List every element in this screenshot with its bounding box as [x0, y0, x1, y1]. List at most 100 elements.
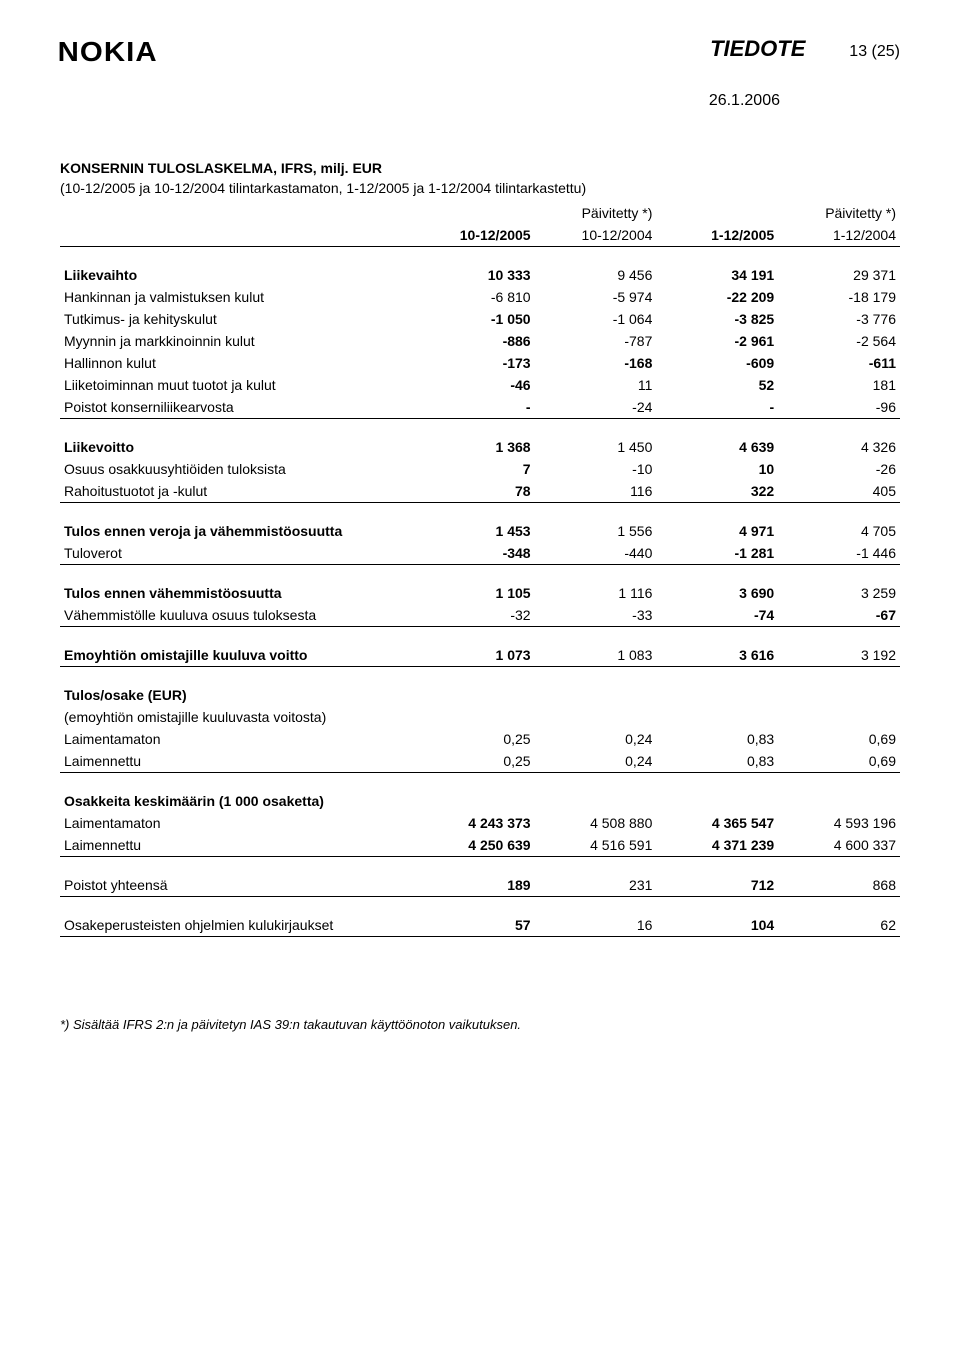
cell: -24	[535, 396, 657, 419]
table-row: Tulos ennen veroja ja vähemmistöosuutta1…	[60, 503, 900, 543]
cell: 0,69	[778, 750, 900, 773]
table-row: Osakkeita keskimäärin (1 000 osaketta)	[60, 773, 900, 813]
table-row: Vähemmistölle kuuluva osuus tuloksesta-3…	[60, 604, 900, 627]
cell: 9 456	[535, 247, 657, 287]
row-label: Rahoitustuotot ja -kulut	[60, 480, 413, 503]
cell: -10	[535, 458, 657, 480]
cell: 1 450	[535, 419, 657, 459]
cell: 0,25	[413, 750, 535, 773]
row-label: Vähemmistölle kuuluva osuus tuloksesta	[60, 604, 413, 627]
cell: 1 368	[413, 419, 535, 459]
column-header-row-2: 10-12/2005 10-12/2004 1-12/2005 1-12/200…	[60, 224, 900, 247]
table-row: Tutkimus- ja kehityskulut-1 050-1 064-3 …	[60, 308, 900, 330]
column-header-row-1: Päivitetty *) Päivitetty *)	[60, 202, 900, 224]
cell: -1 050	[413, 308, 535, 330]
cell: 1 083	[535, 627, 657, 667]
cell: -67	[778, 604, 900, 627]
row-label: Tulos ennen vähemmistöosuutta	[60, 565, 413, 605]
cell: -74	[656, 604, 778, 627]
table-row: Osuus osakkuusyhtiöiden tuloksista7-1010…	[60, 458, 900, 480]
cell: -5 974	[535, 286, 657, 308]
col-header: 10-12/2004	[535, 224, 657, 247]
cell: 3 192	[778, 627, 900, 667]
row-label: Hankinnan ja valmistuksen kulut	[60, 286, 413, 308]
cell: -	[413, 396, 535, 419]
cell: 3 259	[778, 565, 900, 605]
cell: 1 453	[413, 503, 535, 543]
cell: 405	[778, 480, 900, 503]
cell: 181	[778, 374, 900, 396]
row-label: Laimennettu	[60, 834, 413, 857]
table-row: Liikevoitto1 3681 4504 6394 326	[60, 419, 900, 459]
col-header: 10-12/2005	[413, 224, 535, 247]
col-header: Päivitetty *)	[535, 202, 657, 224]
row-label: Laimentamaton	[60, 728, 413, 750]
table-row: Laimentamaton 4 243 373 4 508 880 4 365 …	[60, 812, 900, 834]
row-label: Liiketoiminnan muut tuotot ja kulut	[60, 374, 413, 396]
cell: 52	[656, 374, 778, 396]
cell: -348	[413, 542, 535, 565]
cell: -2 961	[656, 330, 778, 352]
page-header: NOKIA TIEDOTE 13 (25) 26.1.2006	[60, 36, 900, 110]
shares-heading: Osakkeita keskimäärin (1 000 osaketta)	[60, 773, 413, 813]
cell: 0,24	[535, 750, 657, 773]
cell: 7	[413, 458, 535, 480]
row-label: Osakeperusteisten ohjelmien kulukirjauks…	[60, 897, 413, 937]
cell: 868	[778, 857, 900, 897]
nokia-logo: NOKIA	[58, 36, 158, 68]
cell: -2 564	[778, 330, 900, 352]
row-label: Poistot yhteensä	[60, 857, 413, 897]
row-label: Tuloverot	[60, 542, 413, 565]
cell: -18 179	[778, 286, 900, 308]
cell: 0,24	[535, 728, 657, 750]
cell: 4 705	[778, 503, 900, 543]
cell: 0,83	[656, 750, 778, 773]
cell: -3 825	[656, 308, 778, 330]
cell: 4 508 880	[535, 812, 657, 834]
cell: 3 690	[656, 565, 778, 605]
cell: -1 446	[778, 542, 900, 565]
cell: 231	[535, 857, 657, 897]
income-statement-table: Päivitetty *) Päivitetty *) 10-12/2005 1…	[60, 202, 900, 937]
cell: 322	[656, 480, 778, 503]
eps-heading: Tulos/osake (EUR)	[60, 667, 413, 707]
row-label: Hallinnon kulut	[60, 352, 413, 374]
table-row: Liikevaihto10 3339 45634 19129 371	[60, 247, 900, 287]
cell: -32	[413, 604, 535, 627]
cell: 78	[413, 480, 535, 503]
row-label: Poistot konserniliikearvosta	[60, 396, 413, 419]
row-label: Emoyhtiön omistajille kuuluva voitto	[60, 627, 413, 667]
cell: 116	[535, 480, 657, 503]
cell: 4 371 239	[656, 834, 778, 857]
row-label: Osuus osakkuusyhtiöiden tuloksista	[60, 458, 413, 480]
cell: 34 191	[656, 247, 778, 287]
table-row: Hallinnon kulut-173-168-609-611	[60, 352, 900, 374]
cell: -609	[656, 352, 778, 374]
cell: 1 073	[413, 627, 535, 667]
row-label: Laimentamaton	[60, 812, 413, 834]
cell: 16	[535, 897, 657, 937]
cell: 1 556	[535, 503, 657, 543]
table-row: Poistot yhteensä 189 231 712 868	[60, 857, 900, 897]
cell: 104	[656, 897, 778, 937]
cell: 4 639	[656, 419, 778, 459]
table-row: Liiketoiminnan muut tuotot ja kulut-4611…	[60, 374, 900, 396]
col-header: Päivitetty *)	[778, 202, 900, 224]
cell: -6 810	[413, 286, 535, 308]
cell: -173	[413, 352, 535, 374]
cell: 4 516 591	[535, 834, 657, 857]
cell: 0,25	[413, 728, 535, 750]
cell: 4 365 547	[656, 812, 778, 834]
cell: 189	[413, 857, 535, 897]
cell: -787	[535, 330, 657, 352]
cell: 1 116	[535, 565, 657, 605]
cell: -33	[535, 604, 657, 627]
col-header: 1-12/2004	[778, 224, 900, 247]
cell: -440	[535, 542, 657, 565]
cell: -168	[535, 352, 657, 374]
table-row: Poistot konserniliikearvosta--24--96	[60, 396, 900, 419]
cell: 712	[656, 857, 778, 897]
row-label: Tulos ennen veroja ja vähemmistöosuutta	[60, 503, 413, 543]
table-row: Rahoitustuotot ja -kulut78116322405	[60, 480, 900, 503]
table-row: Emoyhtiön omistajille kuuluva voitto1 07…	[60, 627, 900, 667]
